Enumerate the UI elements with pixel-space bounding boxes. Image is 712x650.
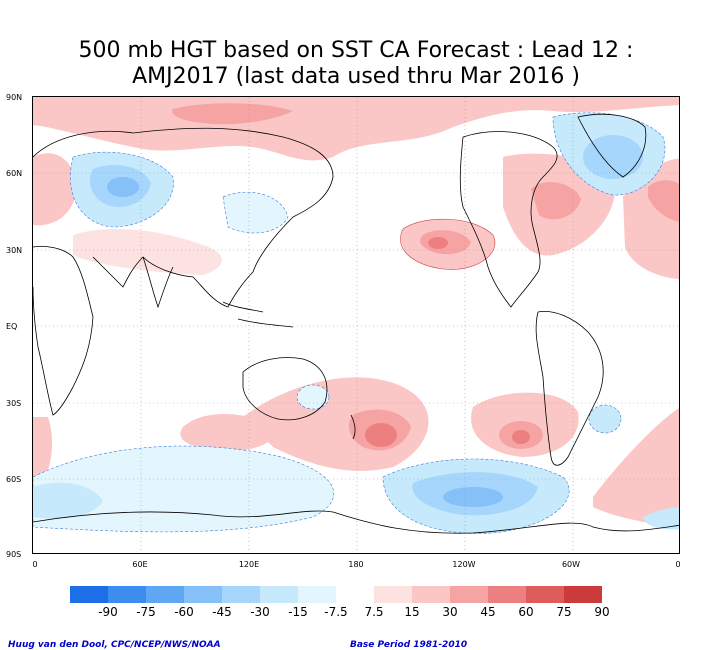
greenland-coastline: [577, 113, 647, 178]
colorbar-label: 60: [518, 605, 534, 619]
colorbar-swatch-pos-45: [488, 586, 526, 603]
author-credit: Huug van den Dool, CPC/NCEP/NWS/NOAA: [8, 640, 221, 650]
weddell-negative: [643, 507, 679, 530]
lon-label-120e: 120E: [238, 560, 260, 569]
eurasia-coastline: [33, 127, 334, 308]
lon-label-180: 180: [348, 560, 364, 569]
colorbar-swatch-pos-75: [564, 586, 602, 603]
west-africa-south-positive: [33, 417, 53, 485]
lon-label-0: 0: [32, 560, 38, 569]
colorbar-label: -60: [174, 605, 194, 619]
colorbar-label: -45: [212, 605, 232, 619]
south-america-coastline: [535, 310, 604, 466]
lat-label-30s: 30S: [6, 399, 22, 408]
colorbar-label: 7.5: [364, 605, 384, 619]
colorbar-label: 30: [442, 605, 458, 619]
antarctica-coastline: [33, 510, 679, 534]
base-period-credit: Base Period 1981-2010: [350, 640, 468, 650]
map-gridlines: [33, 97, 679, 553]
southern-ocean-negative-west: [33, 482, 103, 519]
lat-label-60s: 60S: [6, 475, 22, 484]
siberia-negative-center: [107, 177, 139, 197]
lat-label-60n: 60N: [6, 169, 23, 178]
colorbar-label: -90: [98, 605, 118, 619]
colorbar-label: -15: [288, 605, 308, 619]
colorbar-swatch-neg-45: [184, 586, 222, 603]
colorbar-label: 75: [556, 605, 572, 619]
map-title-line1: 500 mb HGT based on SST CA Forecast : Le…: [78, 38, 634, 63]
greenland-negative-core: [583, 135, 643, 179]
ross-sea-negative-center: [443, 487, 503, 507]
lon-label-120w: 120W: [452, 560, 476, 569]
colorbar-swatch-pos-7: [374, 586, 412, 603]
colorbar-label: 15: [404, 605, 420, 619]
north-america-coastline: [459, 131, 558, 308]
new-zealand-coastline: [350, 414, 356, 440]
north-america-positive-core: [531, 182, 581, 220]
lat-label-90n: 90N: [6, 93, 23, 102]
colorbar: [70, 586, 602, 603]
colorbar-swatch-pos-30: [450, 586, 488, 603]
south-pacific-positive-center: [365, 423, 397, 447]
north-atlantic-positive-core: [648, 180, 679, 222]
colorbar-label: 90: [594, 605, 610, 619]
colorbar-swatch-neg-90: [70, 586, 108, 603]
map-canvas: [33, 97, 679, 553]
colorbar-label: -7.5: [324, 605, 348, 619]
lat-label-90s: 90S: [6, 550, 22, 559]
lon-label-0-east: 0: [675, 560, 681, 569]
asia-positive-band: [73, 229, 222, 275]
north-pacific-positive-center: [428, 237, 448, 249]
colorbar-swatch-neg-75: [108, 586, 146, 603]
map-title-line2: AMJ2017 (last data used thru Mar 2016 ): [132, 64, 580, 89]
colorbar-swatch-neg-7: [298, 586, 336, 603]
lat-label-eq: EQ: [6, 322, 18, 331]
negative-anomaly-regions: [33, 112, 679, 534]
colorbar-swatch-neg-30: [222, 586, 260, 603]
east-asia-negative: [222, 191, 289, 234]
southern-ocean-negative-band: [33, 445, 335, 533]
colorbar-label: -75: [136, 605, 156, 619]
colorbar-label: 45: [480, 605, 496, 619]
southern-ocean-positive-east: [593, 408, 679, 527]
colorbar-swatch-neg-60: [146, 586, 184, 603]
lat-label-30n: 30N: [6, 246, 23, 255]
australia-coastline: [242, 357, 328, 421]
colorbar-label: -30: [250, 605, 270, 619]
lon-label-60e: 60E: [132, 560, 148, 569]
europe-positive: [33, 153, 78, 226]
colorbar-swatch-pos-15: [412, 586, 450, 603]
arctic-positive-core: [172, 103, 293, 125]
indonesia-coastline: [222, 301, 294, 328]
colorbar-swatch-pos-60: [526, 586, 564, 603]
south-atlantic-positive-center: [512, 430, 530, 444]
colorbar-neutral-gap: [336, 586, 374, 603]
lon-label-60w: 60W: [561, 560, 581, 569]
colorbar-swatch-neg-15: [260, 586, 298, 603]
south-atlantic-negative: [588, 404, 622, 434]
africa-coastline: [33, 245, 94, 416]
coastlines: [33, 113, 679, 534]
south-pacific-small-negative: [296, 384, 330, 410]
anomaly-map: [32, 96, 680, 554]
india-coastline: [142, 256, 174, 309]
